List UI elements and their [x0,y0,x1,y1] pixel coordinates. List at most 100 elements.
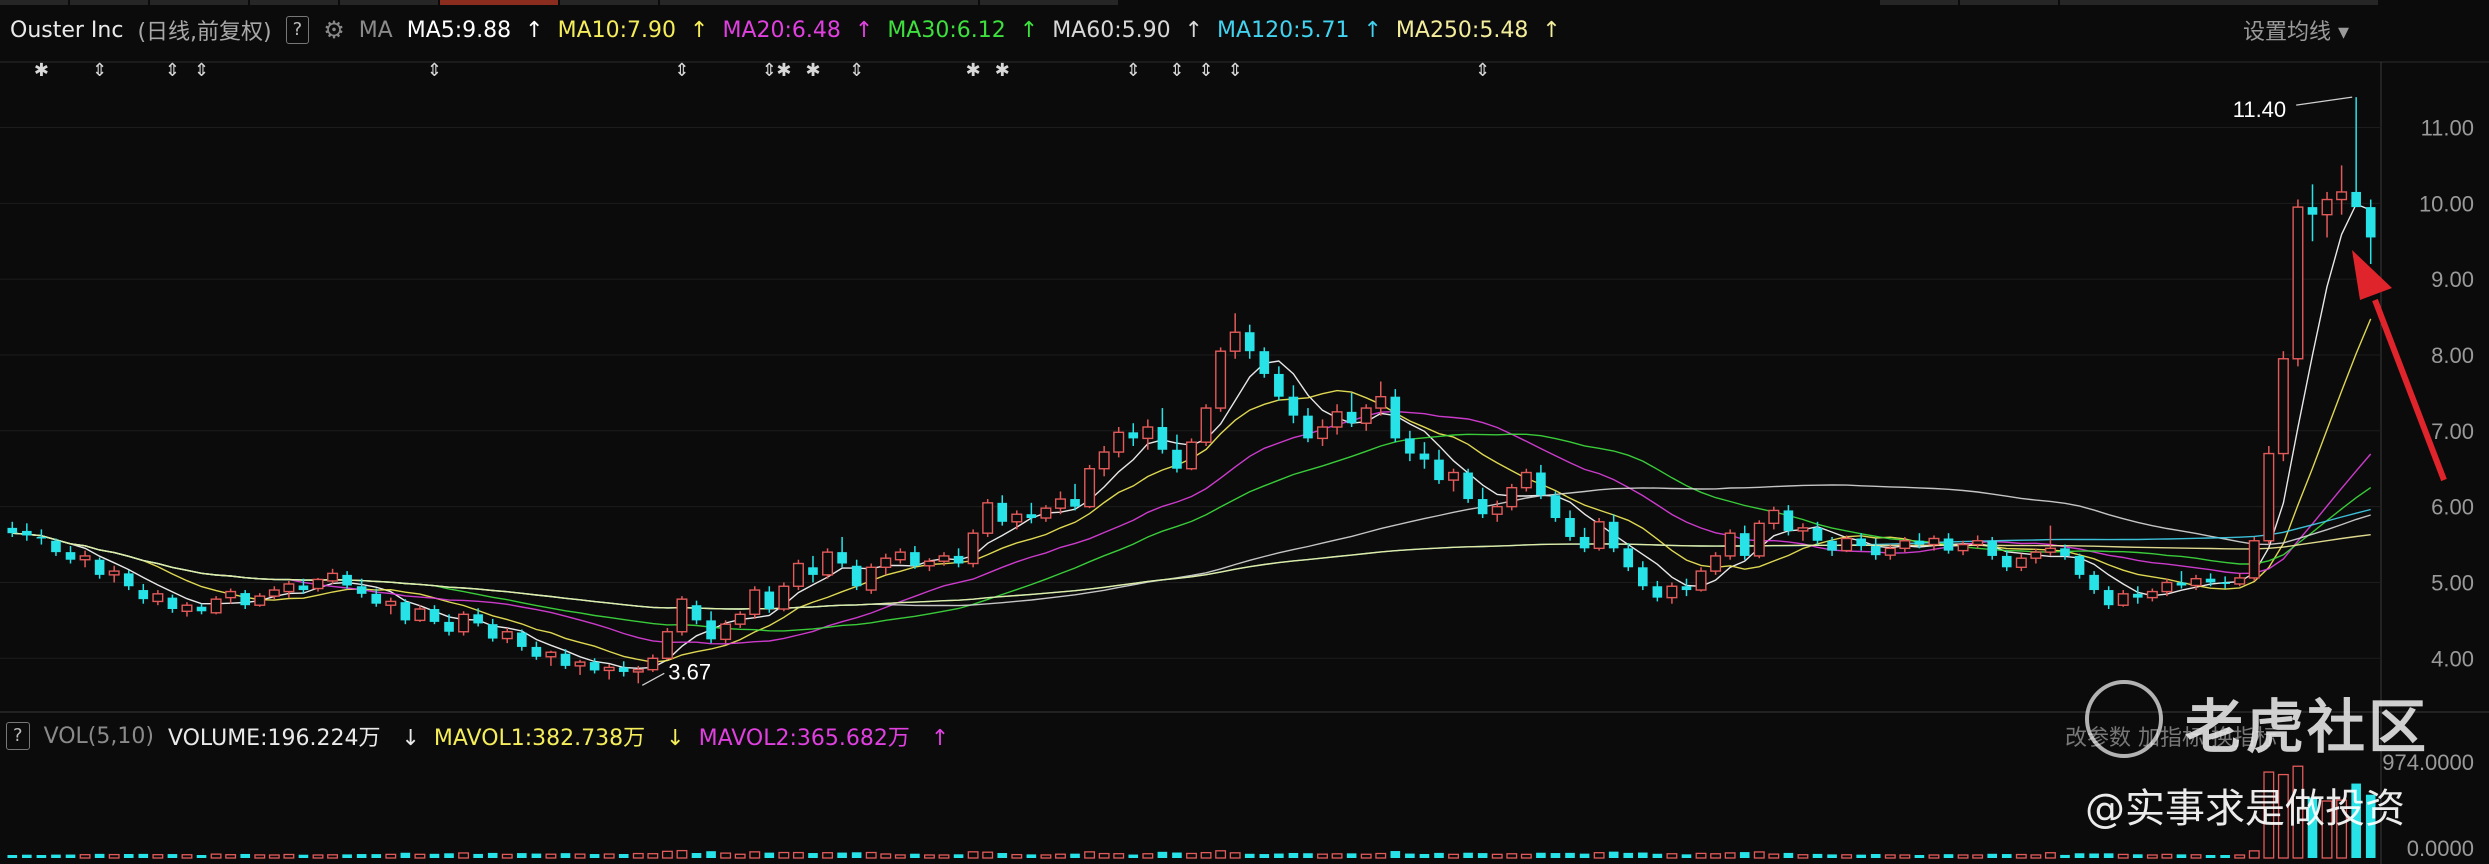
volume-bar [1274,853,1284,858]
signal-marker: ⇕ [1228,60,1243,81]
volume-bar [1812,853,1823,858]
y-tick-label: 6.00 [2431,495,2474,520]
volume-bar [108,853,120,859]
ma10-value: MA10:7.90 ↑ [557,17,709,43]
candle-body [2044,547,2056,553]
volume-bar [1856,854,1866,858]
volume-bar [764,852,775,858]
volume-bar [210,853,222,859]
candle-body [982,502,994,534]
volume-bar [517,853,527,858]
tiger-logo-icon [2085,680,2163,758]
volume-bar [473,853,483,858]
volume-bar [1317,853,1328,859]
arrow-head [2352,250,2392,300]
candle-body [2205,578,2216,583]
volume-bar [589,854,600,858]
volume-bar [1463,852,1473,858]
ma-settings-button[interactable]: 设置均线 ▾ [2242,20,2349,45]
candle-body [1666,585,1678,599]
candle-body [2263,452,2275,542]
volume-bar [778,851,790,859]
volume-bar [1565,852,1575,858]
candle-body [894,551,906,561]
volume-bar [2263,771,2275,859]
volume-bar [574,853,586,859]
volume-bar [2044,852,2056,859]
volume-bar [2234,854,2246,859]
volume-bar [1987,853,1998,858]
volume-bar [1928,854,1940,859]
candle-body [487,624,498,639]
volume-min-label: 0.0000 [2407,836,2474,861]
y-tick-label: 9.00 [2431,267,2474,292]
volume-bar [1593,852,1605,859]
candle-body [1040,507,1052,519]
candle-body [953,555,964,564]
volume-bar [1695,852,1707,859]
candle-body [1681,586,1692,591]
candle-body [1113,431,1125,453]
signal-marker: ⇕ [194,60,209,81]
candle-body [1928,537,1940,546]
volume-bar [1899,854,1911,859]
candle-body [1259,351,1270,374]
candle-body [676,598,688,633]
volume-bar [1972,854,1984,859]
volume-bar [822,852,833,859]
volume-bar [1623,852,1634,858]
volume-bar [545,853,557,859]
ma30-value: MA30:6.12 ↑ [887,17,1039,43]
volume-bar [1200,851,1212,859]
volume-bar [2176,854,2187,858]
volume-bar [2132,854,2143,858]
volume-bar [342,854,352,858]
gear-icon[interactable]: ⚙ [323,16,345,44]
candle-body [356,586,367,594]
volume-bar [851,852,862,858]
volume-bar [2321,800,2333,859]
volume-bar [1011,853,1023,859]
candle-body [2146,590,2158,599]
signal-marker: ⇕ [165,60,180,81]
volume-bar [1710,853,1722,859]
candle-body [2321,198,2333,216]
volume-bar [65,854,76,858]
candle-body [691,605,702,621]
volume-help-button[interactable]: ? [6,722,30,750]
signal-marker: ⇕ [1126,60,1141,81]
candle-body [632,668,644,673]
volume-bar [51,854,61,858]
signal-marker: ⇕ [1199,60,1214,81]
candle-body [2161,581,2173,593]
volume-bar [312,854,324,859]
volume-bar [385,853,397,859]
help-button[interactable]: ? [285,16,310,44]
volume-bar [531,853,542,858]
volume-bar [1870,854,1881,858]
candle-body [2001,555,2012,568]
top-tab [560,0,658,5]
candle-body [1128,432,1139,439]
candle-body [2307,207,2318,215]
candle-body [298,585,309,591]
volume-bar [632,852,644,859]
volume-bar [1331,853,1343,859]
volume-bar [327,854,339,859]
volume-bar [1536,852,1546,858]
candle-body [865,566,877,591]
volume-bar [123,854,134,858]
candle-body [1608,521,1619,549]
volume-bar [792,851,804,859]
signal-marker: ✱ [805,60,820,81]
volume-bar [298,854,309,858]
candle-body [2132,593,2143,598]
volume-bar [967,851,979,859]
volume-bar [1579,853,1590,858]
high-pointer [2296,96,2353,106]
volume-bar [982,851,994,859]
signal-marker: ⇕ [849,60,864,81]
volume-bar [1914,854,1925,858]
volume-bar [1827,854,1837,858]
